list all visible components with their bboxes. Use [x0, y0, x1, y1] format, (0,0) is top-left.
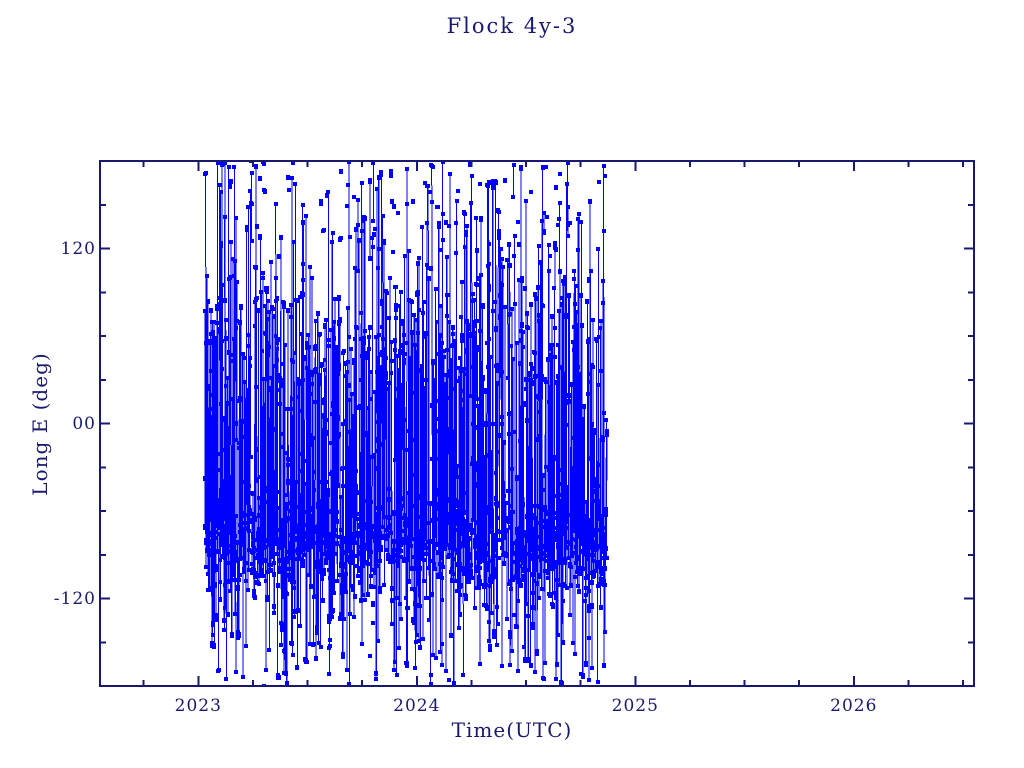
x-tick-label: 2024	[393, 696, 441, 716]
chart-title: Flock 4y-3	[446, 14, 578, 38]
x-tick-label: 2026	[830, 696, 878, 716]
y-tick-label: 00	[72, 413, 96, 434]
x-tick-label: 2025	[611, 696, 659, 716]
y-tick-label: -120	[53, 588, 96, 609]
x-tick-label: 2023	[174, 696, 222, 716]
y-tick-label: 120	[60, 238, 96, 259]
x-axis-label: Time(UTC)	[451, 718, 573, 742]
